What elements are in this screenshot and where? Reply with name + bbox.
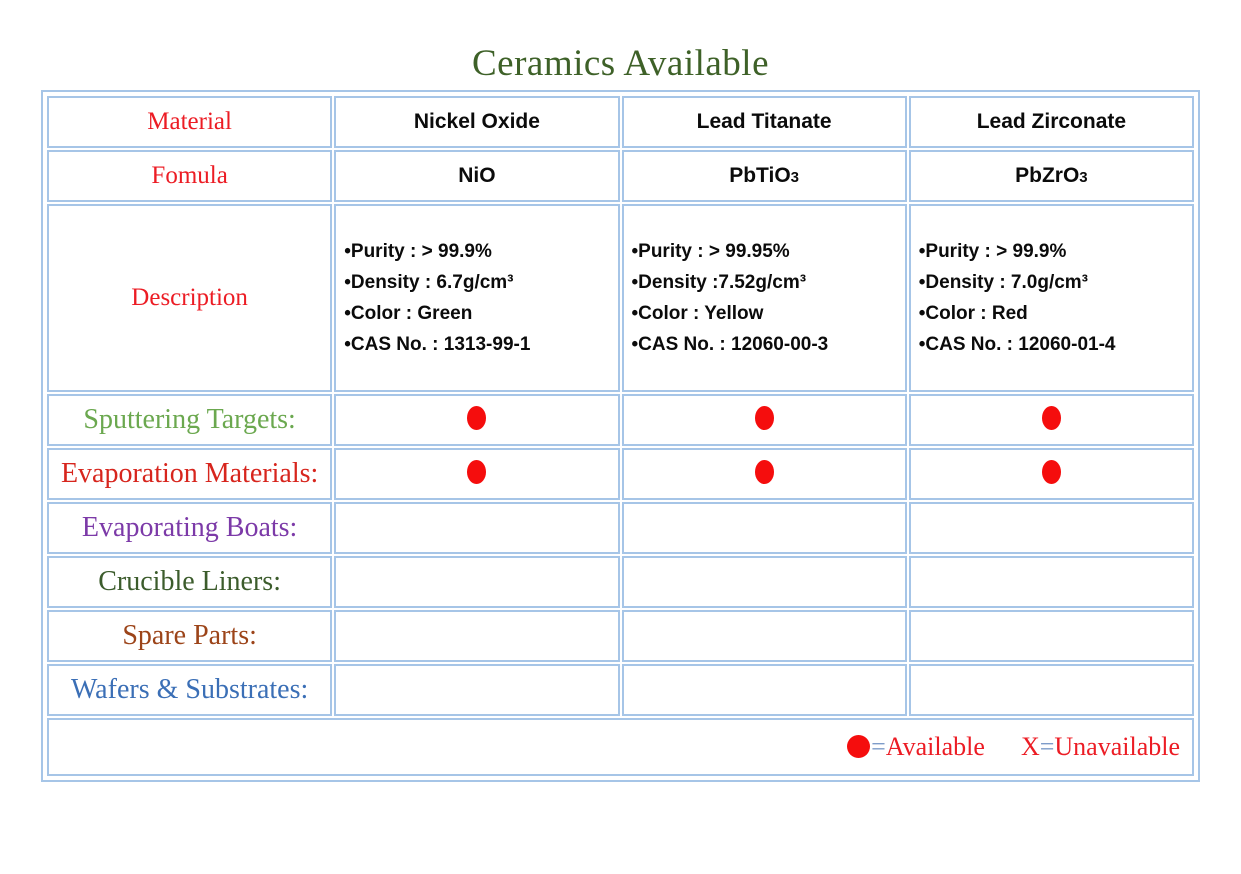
description-line: •CAS No. : 1313-99-1 xyxy=(344,334,531,355)
formula-base: PbTiO xyxy=(729,164,791,187)
availability-cell xyxy=(334,556,620,608)
availability-cell xyxy=(908,664,1194,716)
description-line: •CAS No. : 12060-00-3 xyxy=(631,334,829,355)
row-label-description: Description xyxy=(47,204,333,392)
material-name-lead-zirconate: Lead Zirconate xyxy=(908,96,1194,148)
availability-cell xyxy=(908,448,1194,500)
material-row: Material Nickel Oxide Lead Titanate Lead… xyxy=(47,96,1194,148)
description-line: •Color : Yellow xyxy=(631,303,764,324)
description-line: •Purity : > 99.95% xyxy=(631,241,790,262)
category-row-evaporation-materials: Evaporation Materials: xyxy=(47,448,1194,500)
availability-cell xyxy=(621,610,907,662)
red-dot-icon xyxy=(1041,405,1061,430)
availability-cell xyxy=(334,664,620,716)
availability-cell xyxy=(334,610,620,662)
category-row-evaporating-boats: Evaporating Boats: xyxy=(47,502,1194,554)
availability-cell xyxy=(908,502,1194,554)
legend-unavailable-label: Unavailable xyxy=(1054,732,1180,761)
row-label-wafers-substrates: Wafers & Substrates: xyxy=(47,664,333,716)
legend-available-label: Available xyxy=(885,732,985,761)
availability-cell xyxy=(621,502,907,554)
availability-cell xyxy=(334,394,620,446)
formula-cell: PbTiO3 xyxy=(621,150,907,202)
legend-equals: = xyxy=(871,732,886,761)
description-line: •Purity : > 99.9% xyxy=(918,241,1067,262)
description-line: •Color : Red xyxy=(918,303,1028,324)
row-label-spare-parts: Spare Parts: xyxy=(47,610,333,662)
row-label-crucible-liners: Crucible Liners: xyxy=(47,556,333,608)
description-line: •Density : 6.7g/cm³ xyxy=(344,272,514,293)
formula-cell: NiO xyxy=(334,150,620,202)
description-cell: •Purity : > 99.9% •Density : 7.0g/cm³ •C… xyxy=(908,204,1194,392)
red-dot-icon xyxy=(754,459,774,484)
formula-base: PbZrO xyxy=(1015,164,1080,187)
red-dot-icon xyxy=(1041,459,1061,484)
category-row-crucible-liners: Crucible Liners: xyxy=(47,556,1194,608)
availability-cell xyxy=(334,448,620,500)
category-row-spare-parts: Spare Parts: xyxy=(47,610,1194,662)
description-line: •Color : Green xyxy=(344,303,473,324)
row-label-formula: Fomula xyxy=(47,150,333,202)
formula-base: NiO xyxy=(458,164,496,187)
availability-cell xyxy=(334,502,620,554)
description-cell: •Purity : > 99.9% •Density : 6.7g/cm³ •C… xyxy=(334,204,620,392)
row-label-evaporating-boats: Evaporating Boats: xyxy=(47,502,333,554)
availability-cell xyxy=(621,664,907,716)
legend-cell: =Available X=Unavailable xyxy=(47,718,1194,776)
ceramics-table: Material Nickel Oxide Lead Titanate Lead… xyxy=(41,90,1200,782)
legend-row: =Available X=Unavailable xyxy=(47,718,1194,776)
availability-cell xyxy=(621,556,907,608)
formula-subscript: 3 xyxy=(790,169,800,186)
material-name-nickel-oxide: Nickel Oxide xyxy=(334,96,620,148)
availability-cell xyxy=(908,394,1194,446)
category-row-sputtering-targets: Sputtering Targets: xyxy=(47,394,1194,446)
legend-equals: = xyxy=(1039,732,1055,761)
row-label-evaporation-materials: Evaporation Materials: xyxy=(47,448,333,500)
description-line: •Purity : > 99.9% xyxy=(344,241,492,262)
description-row: Description •Purity : > 99.9% •Density :… xyxy=(47,204,1194,392)
row-label-material: Material xyxy=(47,96,333,148)
availability-cell xyxy=(908,556,1194,608)
description-line: •Density : 7.0g/cm³ xyxy=(918,272,1089,293)
description-cell: •Purity : > 99.95% •Density :7.52g/cm³ •… xyxy=(621,204,907,392)
red-dot-icon xyxy=(754,405,774,430)
availability-cell xyxy=(621,448,907,500)
red-dot-icon xyxy=(467,405,487,430)
row-label-sputtering-targets: Sputtering Targets: xyxy=(47,394,333,446)
formula-cell: PbZrO3 xyxy=(908,150,1194,202)
formula-row: Fomula NiO PbTiO3 PbZrO3 xyxy=(47,150,1194,202)
formula-subscript: 3 xyxy=(1079,169,1088,186)
page-title: Ceramics Available xyxy=(471,43,769,84)
availability-cell xyxy=(621,394,907,446)
material-name-lead-titanate: Lead Titanate xyxy=(621,96,907,148)
description-line: •Density :7.52g/cm³ xyxy=(631,272,807,293)
legend-x-symbol: X xyxy=(1020,732,1040,761)
category-row-wafers-substrates: Wafers & Substrates: xyxy=(47,664,1194,716)
availability-cell xyxy=(908,610,1194,662)
red-dot-icon xyxy=(467,459,487,484)
legend-red-dot-icon xyxy=(847,735,871,758)
description-line: •CAS No. : 12060-01-4 xyxy=(918,334,1116,355)
